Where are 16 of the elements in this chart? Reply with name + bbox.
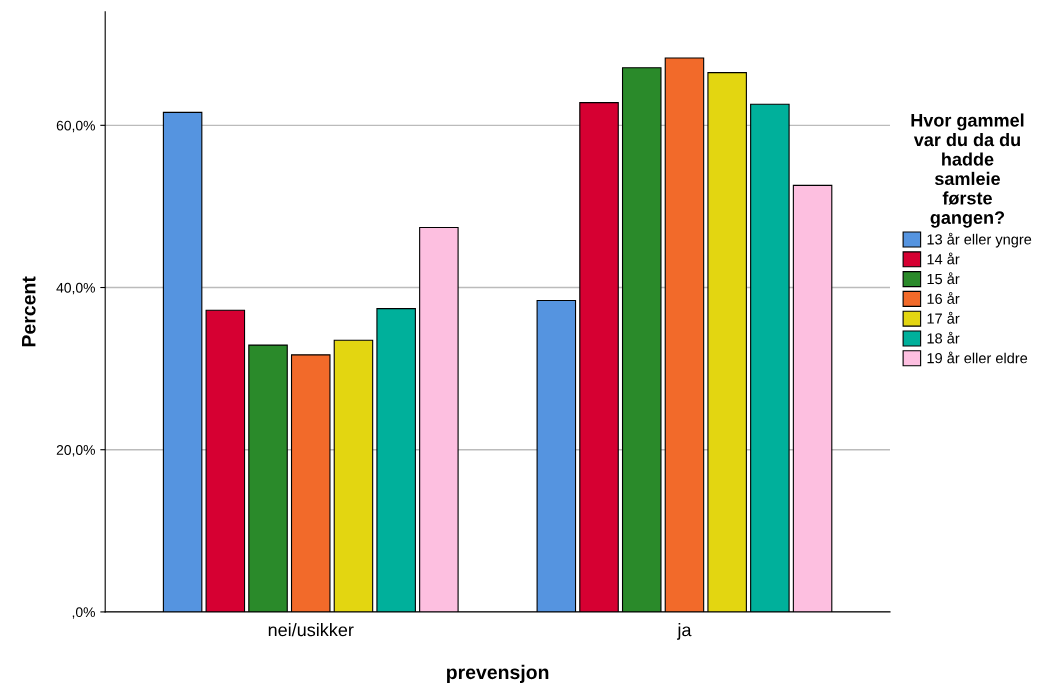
legend-label: 18 år (927, 331, 960, 344)
y-tick-label: ,0% (72, 607, 95, 619)
legend-label: 19 år eller eldre (927, 351, 1028, 364)
legend-title: Hvor gammel var du da du hadde samleie første gangen? (911, 113, 1024, 228)
legend-label: 16 år (927, 292, 960, 304)
y-tick-label: 20,0% (56, 445, 95, 457)
y-axis-title: Percent (22, 276, 36, 347)
x-tick-label: nei/usikker (268, 623, 354, 637)
y-tick-label: 60,0% (56, 120, 95, 133)
legend-label: 14 år (927, 252, 960, 265)
x-axis-title: prevensjon (447, 664, 549, 683)
legend-label: 17 år (927, 311, 960, 324)
legend-label: 15 år (927, 272, 960, 285)
y-tick-label: 40,0% (56, 282, 95, 295)
legend-label: 13 år eller yngre (927, 232, 1032, 248)
x-tick-label: ja (676, 623, 692, 640)
